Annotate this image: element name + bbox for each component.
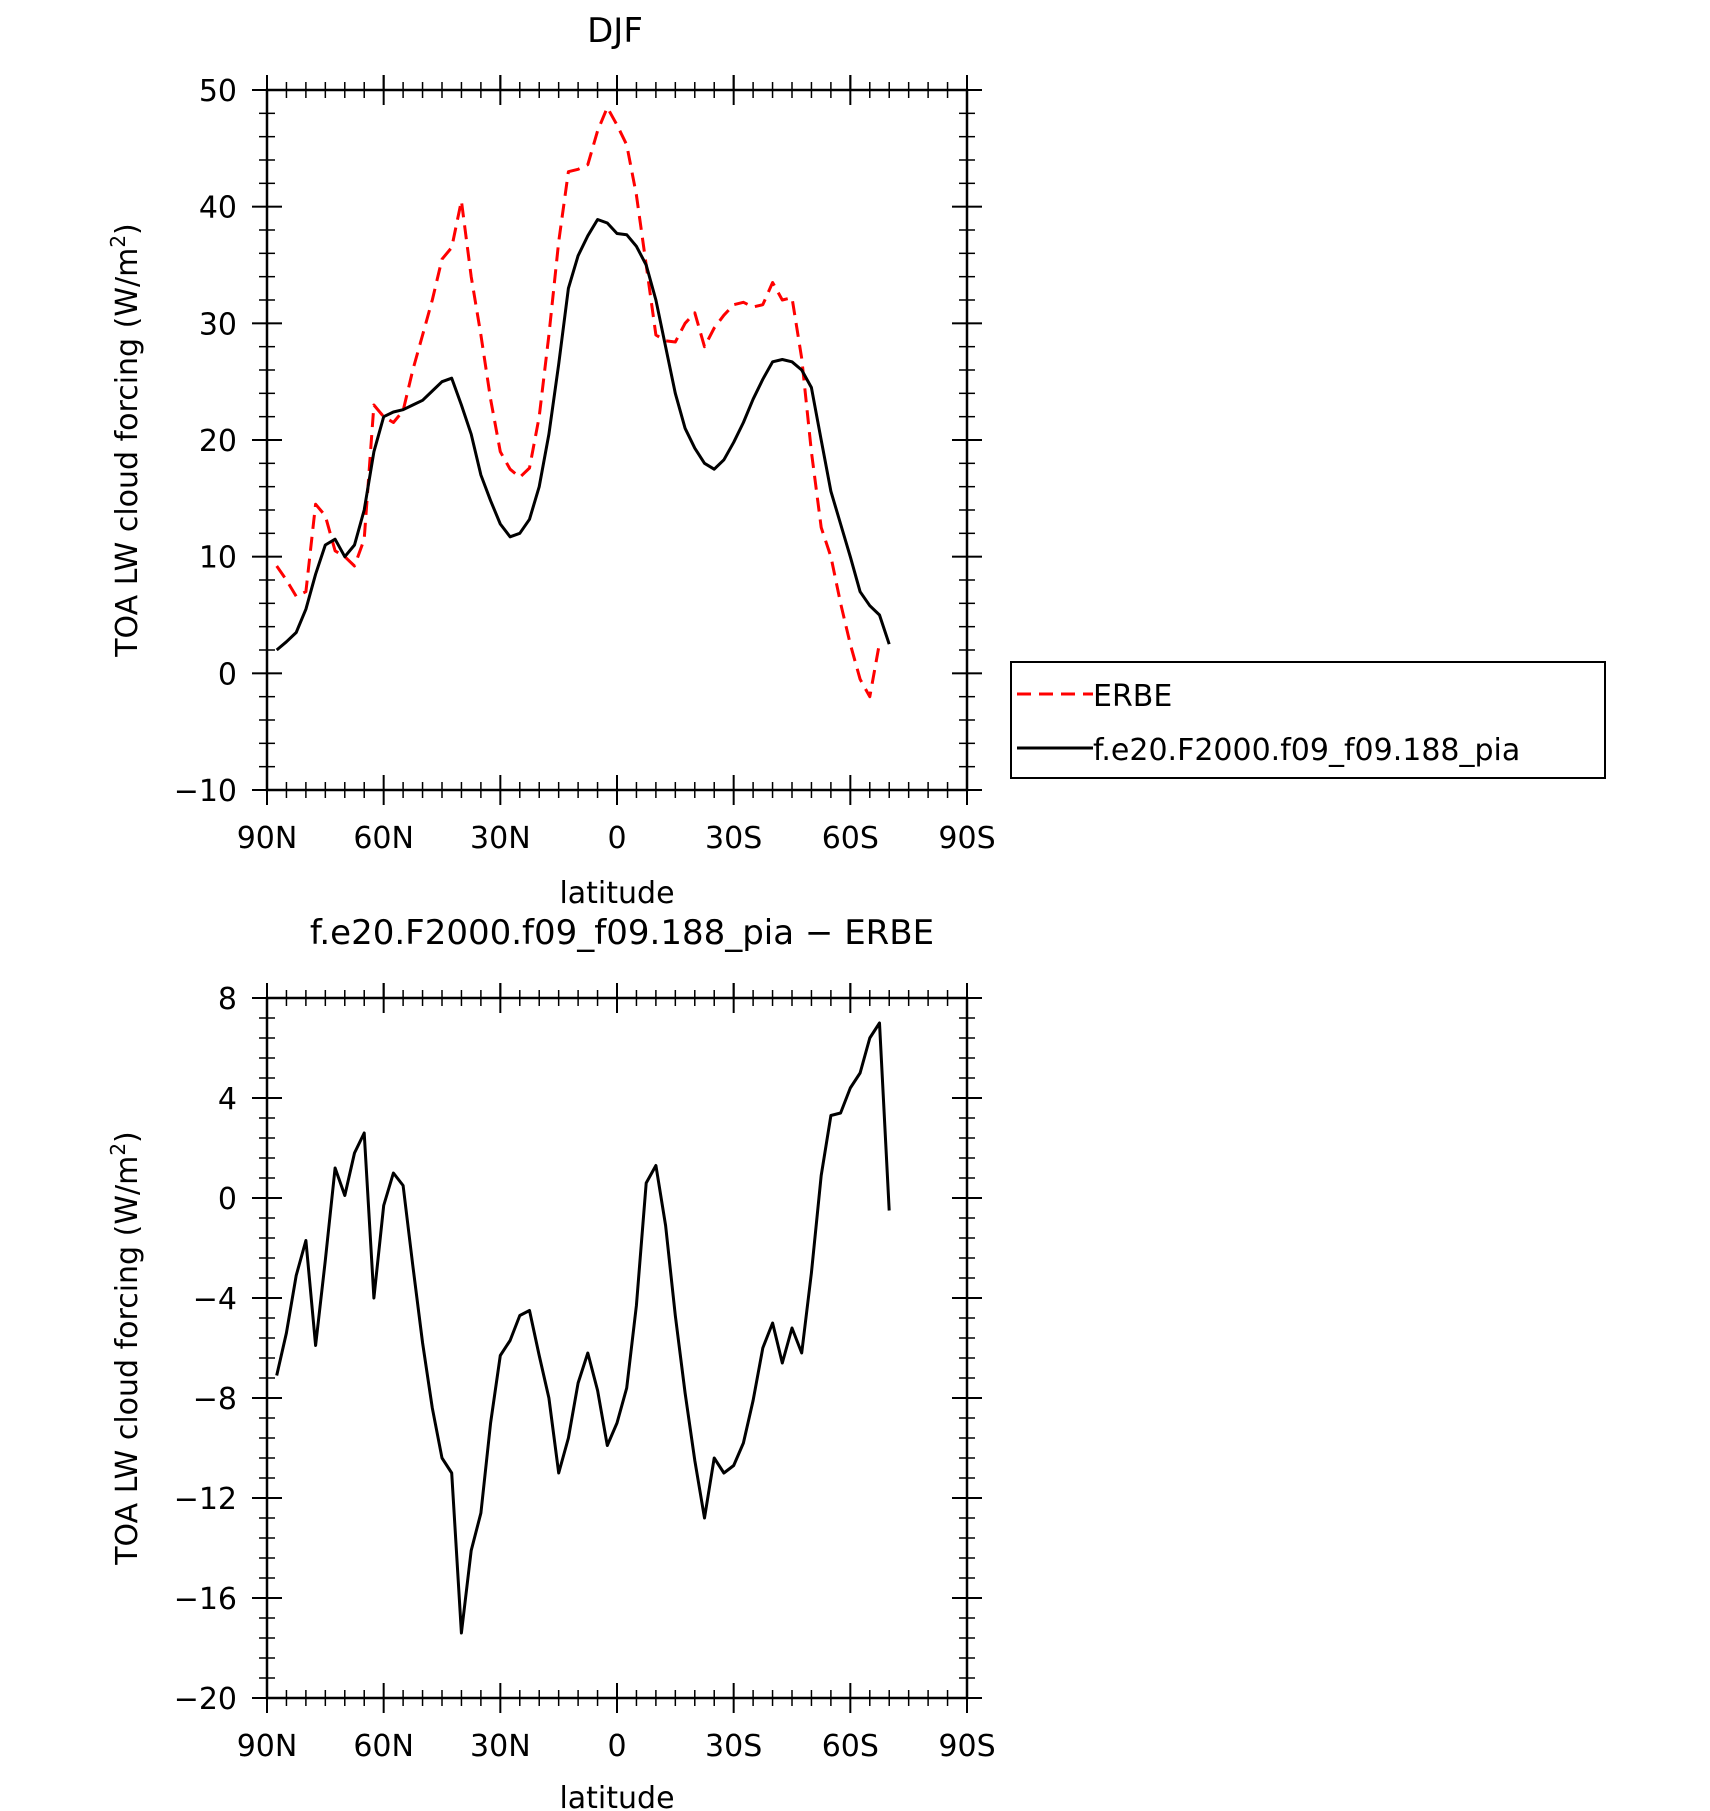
y-tick-label: −4 bbox=[193, 1282, 237, 1317]
y-tick-label: 10 bbox=[199, 541, 237, 576]
legend-box bbox=[1010, 661, 1606, 779]
legend-label-model: f.e20.F2000.f09_f09.188_pia bbox=[1093, 733, 1520, 768]
y-tick-label: 8 bbox=[218, 982, 237, 1017]
y-tick-label: 4 bbox=[218, 1082, 237, 1117]
top-x-axis-label: latitude bbox=[559, 876, 674, 911]
legend: ERBE f.e20.F2000.f09_f09.188_pia bbox=[1010, 661, 1606, 779]
y-tick-label: −12 bbox=[174, 1482, 237, 1517]
y-tick-label: 30 bbox=[199, 307, 237, 342]
x-tick-label: 30N bbox=[470, 821, 531, 856]
x-tick-label: 0 bbox=[607, 821, 626, 856]
bottom-chart-title: f.e20.F2000.f09_f09.188_pia − ERBE bbox=[310, 913, 934, 953]
x-tick-label: 90S bbox=[938, 821, 995, 856]
x-tick-label: 60S bbox=[822, 1729, 879, 1764]
x-tick-label: 60N bbox=[353, 821, 414, 856]
bottom-plot-frame bbox=[265, 996, 969, 1700]
top-chart-title: DJF bbox=[587, 11, 643, 51]
top-axis-ticks: 90N 60N 30N 0 30S 60S 90S −10 0 10 20 30 40 50 bbox=[174, 74, 996, 856]
y-tick-label: 0 bbox=[218, 1182, 237, 1217]
x-tick-label: 60S bbox=[822, 821, 879, 856]
bottom-series-group bbox=[275, 1021, 891, 1635]
series-line-erbe bbox=[275, 106, 881, 699]
top-panel: DJF 90N 60N 30N 0 30S 60S 90S −10 0 10 20 30 40 50 la… bbox=[106, 11, 996, 911]
y-tick-label: −10 bbox=[174, 774, 237, 809]
top-y-axis-label: TOA LW cloud forcing (W/m2) bbox=[106, 223, 145, 658]
y-tick-label: 40 bbox=[199, 191, 237, 226]
x-tick-label: 30N bbox=[470, 1729, 531, 1764]
y-tick-label: 50 bbox=[199, 74, 237, 109]
series-line-model bbox=[275, 218, 891, 652]
bottom-panel: f.e20.F2000.f09_f09.188_pia − ERBE 90N 60… bbox=[106, 913, 996, 1811]
bottom-x-axis-label: latitude bbox=[559, 1781, 674, 1811]
x-tick-label: 90N bbox=[237, 821, 298, 856]
x-tick-label: 90N bbox=[237, 1729, 298, 1764]
y-tick-label: 20 bbox=[199, 424, 237, 459]
top-series-group bbox=[275, 106, 891, 699]
bottom-y-axis-label: TOA LW cloud forcing (W/m2) bbox=[106, 1131, 145, 1566]
y-tick-label: −20 bbox=[174, 1682, 237, 1717]
x-tick-label: 0 bbox=[607, 1729, 626, 1764]
y-tick-label: 0 bbox=[218, 657, 237, 692]
x-tick-label: 90S bbox=[938, 1729, 995, 1764]
bottom-axis-ticks: 90N 60N 30N 0 30S 60S 90S −20 −16 −12 −8 −4 0 4 8 bbox=[174, 982, 996, 1764]
y-tick-label: −16 bbox=[174, 1582, 237, 1617]
x-tick-label: 30S bbox=[705, 1729, 762, 1764]
x-tick-label: 30S bbox=[705, 821, 762, 856]
y-tick-label: −8 bbox=[193, 1382, 237, 1417]
series-line-difference bbox=[275, 1021, 891, 1635]
legend-label-erbe: ERBE bbox=[1093, 679, 1172, 714]
x-tick-label: 60N bbox=[353, 1729, 414, 1764]
